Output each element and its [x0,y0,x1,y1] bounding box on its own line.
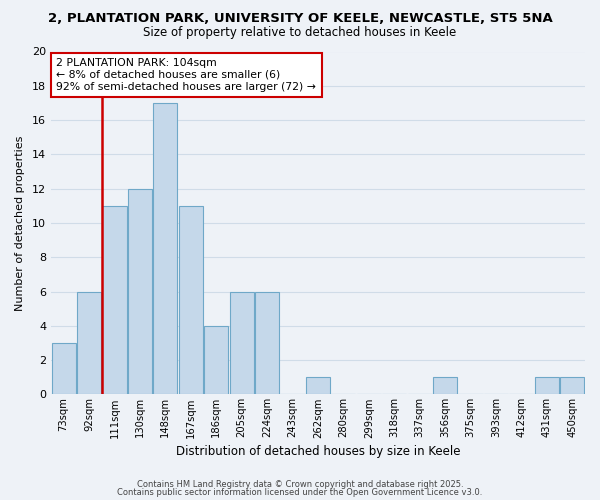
Bar [255,292,279,395]
Bar [204,326,229,394]
Text: Contains public sector information licensed under the Open Government Licence v3: Contains public sector information licen… [118,488,482,497]
Text: Size of property relative to detached houses in Keele: Size of property relative to detached ho… [143,26,457,39]
Bar [179,206,203,394]
Bar [103,206,127,394]
Bar [52,343,76,394]
X-axis label: Distribution of detached houses by size in Keele: Distribution of detached houses by size … [176,444,460,458]
Bar [433,378,457,394]
Bar [153,103,178,395]
Text: Contains HM Land Registry data © Crown copyright and database right 2025.: Contains HM Land Registry data © Crown c… [137,480,463,489]
Y-axis label: Number of detached properties: Number of detached properties [15,136,25,310]
Text: 2 PLANTATION PARK: 104sqm
← 8% of detached houses are smaller (6)
92% of semi-de: 2 PLANTATION PARK: 104sqm ← 8% of detach… [56,58,316,92]
Bar [535,378,559,394]
Bar [306,378,330,394]
Text: 2, PLANTATION PARK, UNIVERSITY OF KEELE, NEWCASTLE, ST5 5NA: 2, PLANTATION PARK, UNIVERSITY OF KEELE,… [47,12,553,26]
Bar [560,378,584,394]
Bar [77,292,101,395]
Bar [128,188,152,394]
Bar [230,292,254,395]
